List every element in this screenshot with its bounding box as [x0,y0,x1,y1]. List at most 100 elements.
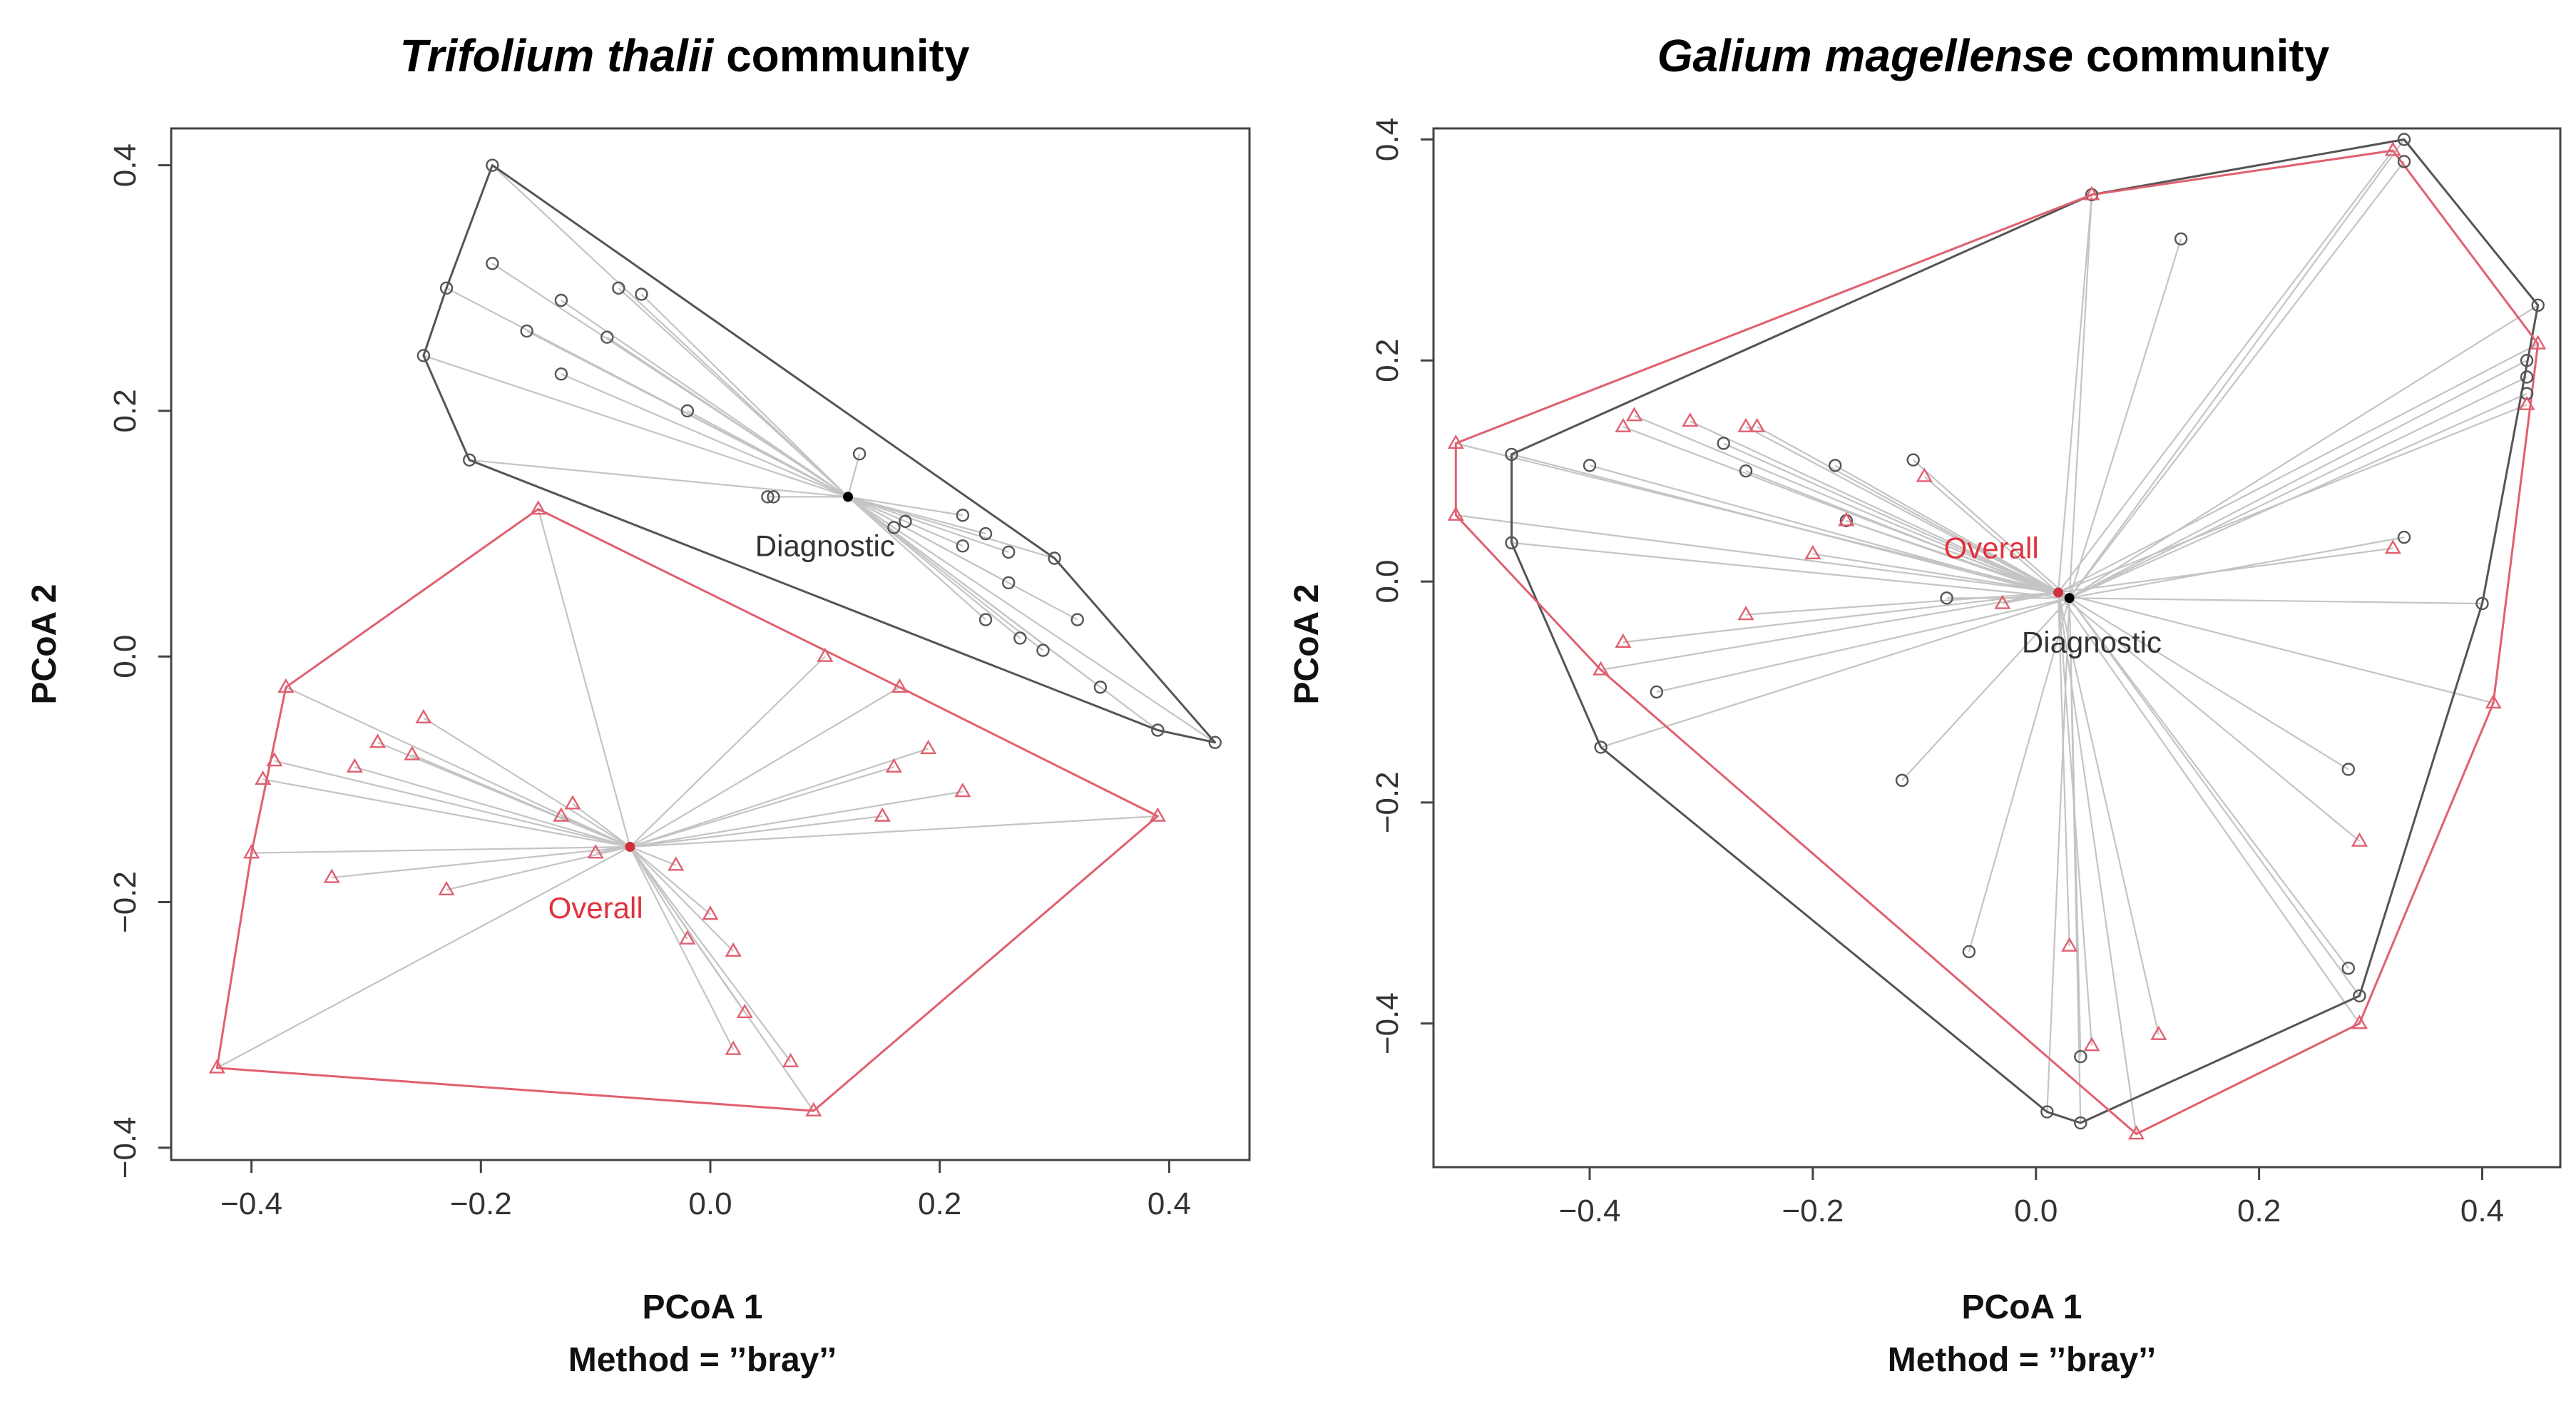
point-diagnostic [2353,989,2366,1003]
point-diagnostic [978,613,993,626]
spoke-line [2068,597,2361,997]
centroid-overall [2053,587,2064,598]
point-diagnostic [2074,1049,2087,1064]
hull-overall [1454,149,2540,1135]
spoke-line [1757,426,2059,594]
point-overall [2485,694,2502,709]
spoke-line [2069,304,2539,599]
point-diagnostic [2074,1116,2087,1130]
point-overall [404,746,421,760]
spoke-line [1745,426,2059,594]
spoke-line [630,766,894,848]
y-axis-label: PCoA 2 [26,584,63,705]
point-overall [1615,417,1632,432]
spoke-line [847,453,861,497]
point-diagnostic [956,509,970,522]
spoke-line [491,164,849,498]
point-overall [1737,417,1754,432]
spoke-line [423,717,630,848]
spoke-line [629,846,814,1112]
spoke-line [1723,442,2070,599]
spoke-line [2068,238,2182,599]
point-overall [1994,594,2011,609]
point-overall [587,844,604,859]
point-diagnostic [2174,232,2188,246]
spoke-line [262,778,630,848]
point-diagnostic [635,288,648,301]
spoke-line [572,803,631,848]
spoke-line [2058,591,2361,1024]
point-diagnostic [1583,459,1597,472]
label-diagnostic: Diagnostic [755,529,895,562]
y-tick-label: 0.0 [108,635,143,678]
spoke-line [847,496,1009,553]
spoke-line [354,766,630,848]
point-diagnostic [2531,298,2545,312]
points-layer [1447,133,2547,1140]
y-axis-label: PCoA 2 [1288,584,1326,705]
spoke-line [606,336,849,498]
point-overall [1804,544,1821,560]
point-diagnostic [554,367,568,381]
point-overall [323,868,340,883]
spoke-line [629,846,792,1062]
spoke-line [216,846,630,1069]
spoke-line [630,815,1158,848]
y-tick-label: −0.2 [108,871,143,933]
spoke-line [847,496,1055,559]
point-diagnostic [416,349,431,362]
spoke-line [629,846,677,866]
point-diagnostic [439,281,454,295]
chart-title: Trifolium thalii community [400,30,970,81]
y-tick-label: 0.0 [1370,559,1405,603]
point-diagnostic [680,404,695,418]
spoke-line [2069,376,2528,599]
point-overall [725,1040,742,1055]
point-overall [2351,832,2368,847]
point-diagnostic [1650,685,1664,699]
spoke-line [630,748,929,848]
point-overall [1749,417,1766,432]
spoke-line [332,845,630,879]
point-overall [954,783,971,798]
spoke-line [251,845,630,854]
point-overall [920,739,937,755]
point-diagnostic [2397,155,2411,168]
point-overall [1149,807,1166,822]
hulls-layer [1454,138,2540,1135]
spoke-line [847,496,964,547]
spoke-line [1511,541,2070,599]
point-diagnostic [2475,596,2489,611]
spoke-line [2058,591,2361,842]
point-diagnostic [1739,464,1753,478]
point-overall [1447,506,1464,521]
title-species: Trifolium thalii [400,30,715,81]
y-tick-label: 0.2 [1370,339,1405,382]
spoke-line [1656,597,2070,693]
point-overall [817,647,834,662]
spoke-line [1968,597,2070,952]
point-overall [2530,335,2547,350]
method-label: Method = ’’bray’’ [568,1341,837,1379]
spoke-line [2058,343,2539,594]
spoke-line [629,656,826,848]
point-overall [2083,1037,2100,1052]
spoke-line [847,496,964,517]
point-diagnostic [600,330,614,344]
spoke-line [847,496,1078,621]
point-diagnostic [1036,644,1050,657]
point-diagnostic [2520,354,2534,367]
spoke-line [1901,597,2070,781]
label-diagnostic: Diagnostic [2022,625,2162,658]
point-overall [2384,141,2401,156]
point-diagnostic [2520,387,2534,400]
spoke-line [629,846,711,915]
point-diagnostic [1594,741,1608,754]
hull-overall [215,508,1159,1112]
x-axis-label: PCoA 1 [643,1288,763,1326]
point-overall [874,807,891,822]
spoke-line [2069,597,2483,605]
x-tick-label: −0.2 [1782,1194,1844,1228]
panel-trifolium: Trifolium thalii community Diagnostic Ove… [26,30,1251,1379]
point-diagnostic [2040,1105,2054,1119]
